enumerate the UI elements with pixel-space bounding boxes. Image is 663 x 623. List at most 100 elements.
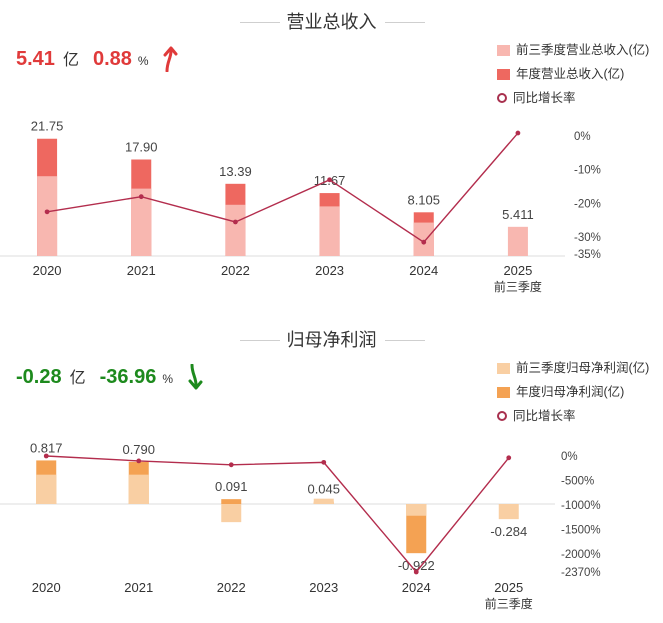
x-tick-label: 2024	[409, 263, 438, 278]
legend-swatch	[497, 362, 510, 374]
bar-data-label: 21.75	[31, 119, 64, 134]
legend-swatch	[497, 386, 510, 398]
growth-line	[46, 132, 519, 244]
net-profit-kpi: -0.28 亿 -36.96%	[16, 363, 203, 395]
bar-data-label: 5.411	[502, 207, 534, 222]
bar-partial	[498, 504, 519, 520]
growth-point	[233, 219, 238, 225]
growth-point	[228, 462, 234, 468]
growth-point	[421, 239, 427, 245]
bar-data-label: 0.790	[122, 442, 155, 457]
growth-point	[136, 458, 142, 464]
legend-item-partial: 前三季度归母净利润(亿)	[497, 356, 649, 380]
y2-tick-label: -2000%	[561, 549, 601, 561]
bar-partial	[507, 226, 528, 256]
title-divider-right	[385, 340, 425, 341]
growth-point	[44, 209, 50, 215]
y2-tick-label: -1500%	[561, 524, 601, 536]
growth-line	[46, 455, 510, 574]
growth-point	[515, 130, 521, 136]
arrow-up-icon	[161, 46, 179, 77]
net-profit-legend: 前三季度归母净利润(亿) 年度归母净利润(亿) 同比增长率	[497, 356, 649, 428]
y2-tick-label: -10%	[574, 165, 601, 177]
title-divider-left	[240, 22, 280, 23]
growth-point	[43, 453, 49, 459]
legend-item-annual: 年度营业总收入(亿)	[497, 62, 649, 86]
bar-data-label: 0.045	[307, 482, 340, 497]
net-profit-chart: 0.81720200.79020210.09120220.0452023-0.9…	[0, 440, 601, 611]
growth-point	[327, 177, 332, 183]
bar-data-label: 0.091	[215, 479, 248, 494]
growth-point	[413, 569, 419, 575]
revenue-kpi-growth: 0.88	[92, 48, 132, 70]
bar-partial	[406, 504, 427, 516]
bar-annual	[221, 499, 242, 504]
legend-ring-icon	[497, 93, 507, 103]
bar-data-label: 8.105	[407, 192, 440, 207]
x-tick-label: 2021	[124, 580, 153, 595]
y2-tick-label: -35%	[574, 249, 601, 261]
net-profit-title-row: 归母净利润	[0, 328, 663, 352]
net-profit-kpi-pct-unit: %	[162, 372, 173, 386]
net-profit-kpi-growth: -36.96	[99, 366, 157, 388]
x-tick-label: 2021	[127, 263, 156, 278]
legend-ring-icon	[497, 411, 507, 421]
x-tick-label: 2020	[33, 263, 62, 278]
bar-partial	[128, 474, 149, 504]
legend-label: 年度营业总收入(亿)	[516, 67, 625, 81]
revenue-kpi-value: 5.41	[16, 48, 55, 70]
y2-tick-label: 0%	[574, 131, 591, 143]
legend-label: 同比增长率	[513, 91, 576, 105]
revenue-title-row: 营业总收入	[0, 10, 663, 34]
legend-item-growth: 同比增长率	[497, 404, 649, 428]
revenue-section: 营业总收入 5.41 亿 0.88% 前三季度营业总收入(亿) 年度营业总收入(亿)…	[0, 0, 663, 310]
growth-point	[138, 194, 144, 200]
y2-tick-label: -30%	[574, 232, 601, 244]
y2-tick-label: -1000%	[561, 500, 601, 512]
x-tick-label: 2024	[402, 580, 431, 595]
legend-label: 前三季度营业总收入(亿)	[516, 43, 650, 57]
revenue-chart: 21.75202017.90202113.39202211.6720238.10…	[0, 119, 601, 294]
bar-data-label: 17.90	[125, 139, 158, 154]
bar-partial	[221, 504, 242, 523]
revenue-kpi: 5.41 亿 0.88%	[16, 46, 179, 76]
bar-partial	[37, 176, 58, 256]
x-tick-label: 2022	[221, 263, 250, 278]
x-tick-label: 2023	[309, 580, 338, 595]
x-tick-label: 2025	[503, 263, 532, 278]
revenue-title: 营业总收入	[286, 12, 377, 32]
arrow-down-icon	[185, 363, 203, 395]
legend-item-growth: 同比增长率	[497, 86, 649, 110]
legend-label: 前三季度归母净利润(亿)	[516, 361, 650, 375]
bar-data-label: -0.284	[490, 524, 527, 539]
bar-data-label: 13.39	[219, 164, 252, 179]
y2-tick-label: -2370%	[561, 567, 601, 579]
bar-partial	[319, 206, 340, 256]
revenue-kpi-pct-unit: %	[137, 54, 149, 68]
y2-tick-label: -20%	[574, 198, 601, 210]
x-tick-sublabel: 前三季度	[494, 279, 542, 294]
net-profit-kpi-unit: 亿	[69, 370, 86, 387]
bar-annual	[406, 504, 427, 554]
growth-point	[506, 455, 512, 461]
title-divider-right	[385, 22, 425, 23]
legend-label: 年度归母净利润(亿)	[516, 385, 625, 399]
growth-point	[321, 459, 327, 465]
x-tick-label: 2020	[32, 580, 61, 595]
legend-swatch	[497, 68, 510, 80]
x-tick-label: 2022	[217, 580, 246, 595]
bar-partial	[313, 498, 334, 504]
bar-partial	[131, 188, 152, 256]
bar-partial	[225, 204, 246, 256]
x-tick-label: 2023	[315, 263, 344, 278]
x-tick-sublabel: 前三季度	[485, 596, 533, 611]
title-divider-left	[240, 340, 280, 341]
legend-swatch	[497, 44, 510, 56]
bar-data-label: 0.817	[30, 440, 63, 455]
legend-label: 同比增长率	[513, 409, 576, 423]
y2-tick-label: -500%	[561, 475, 594, 487]
x-tick-label: 2025	[494, 580, 523, 595]
legend-item-annual: 年度归母净利润(亿)	[497, 380, 649, 404]
net-profit-section: 归母净利润 -0.28 亿 -36.96% 前三季度归母净利润(亿) 年度归母净利润…	[0, 318, 663, 623]
legend-item-partial: 前三季度营业总收入(亿)	[497, 38, 649, 62]
